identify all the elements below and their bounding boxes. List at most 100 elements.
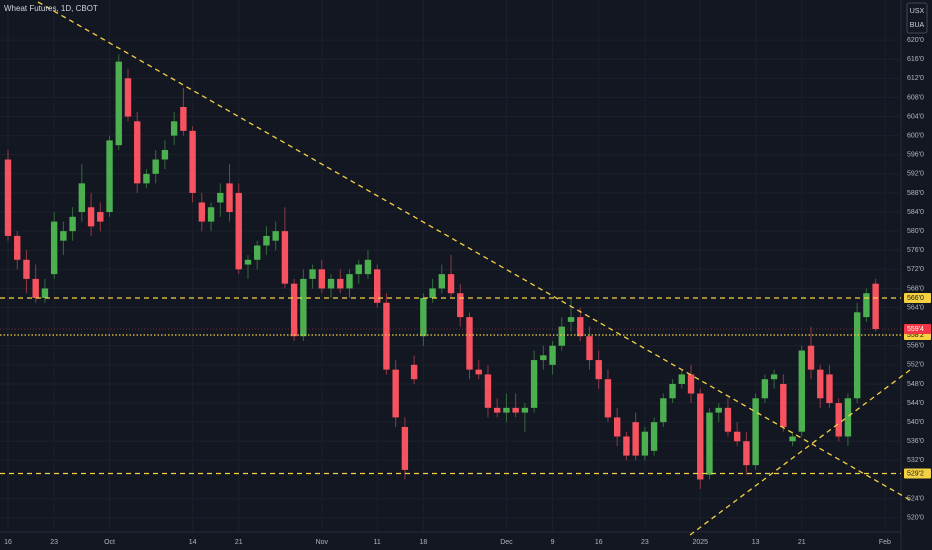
candle-body [558, 326, 565, 346]
candle-body [392, 369, 399, 418]
candle-body [567, 317, 575, 322]
candle-body [337, 278, 344, 289]
last-price-label: 559'4 [907, 326, 924, 333]
candle-body [14, 235, 21, 260]
candles [4, 54, 879, 490]
candle-body [235, 192, 242, 270]
candle-body [189, 130, 196, 193]
y-tick-label: 552'0 [907, 362, 924, 369]
candle-body [346, 274, 353, 289]
candle-body [613, 417, 621, 437]
y-tick-label: 608'0 [907, 94, 924, 101]
y-tick-label: 568'0 [907, 285, 924, 292]
candle-body [512, 407, 519, 413]
x-tick-label: Feb [879, 539, 891, 546]
candle-body [143, 173, 150, 184]
level-label: 566'0 [907, 295, 924, 302]
candle-body [50, 221, 58, 275]
candle-body [595, 360, 602, 380]
x-tick-label: 16 [4, 539, 12, 546]
candle-body [300, 278, 307, 337]
candle-body [374, 269, 381, 303]
x-tick-label: 14 [189, 539, 197, 546]
candle-body [87, 207, 95, 227]
candle-body [115, 61, 122, 146]
candle-body [475, 369, 482, 375]
y-tick-label: 576'0 [907, 247, 924, 254]
x-tick-label: 23 [641, 539, 649, 546]
candle-body [420, 297, 427, 337]
level-label: 558'2 [907, 332, 924, 339]
candle-body [457, 293, 464, 318]
candle-body [309, 269, 316, 279]
candle-body [872, 283, 879, 330]
candle-body [752, 398, 759, 466]
candle-body [217, 192, 224, 203]
candle-body [41, 288, 49, 298]
x-tick-label: 11 [374, 539, 381, 546]
candle-body [863, 293, 870, 318]
candle-body [724, 407, 732, 432]
x-tick-label: 13 [752, 539, 760, 546]
candle-body [78, 183, 86, 213]
candle-body [844, 398, 852, 437]
level-label: 529'2 [907, 470, 924, 477]
y-tick-label: 592'0 [907, 171, 924, 178]
candle-body [549, 345, 556, 365]
y-tick-label: 548'0 [907, 381, 924, 388]
candle-body [226, 183, 233, 213]
candle-body [706, 412, 713, 475]
candle-body [503, 407, 510, 413]
candle-body [281, 231, 289, 284]
candle-body [355, 264, 362, 275]
y-tick-label: 584'0 [907, 209, 924, 216]
y-tick-label: 536'0 [907, 438, 924, 445]
trend-line [689, 369, 911, 536]
x-tick-label: 18 [419, 539, 427, 546]
candle-body [660, 398, 667, 423]
x-tick-label: 2025 [692, 539, 708, 546]
candle-body [32, 278, 39, 298]
y-tick-label: 564'0 [907, 304, 924, 311]
candle-body [669, 383, 676, 399]
x-tick-label: Dec [500, 539, 513, 546]
candle-body [780, 383, 787, 427]
candle-body [853, 312, 861, 399]
candle-body [466, 317, 473, 370]
candle-body [807, 345, 815, 370]
y-tick-label: 532'0 [907, 457, 924, 464]
candle-body [410, 364, 418, 380]
y-tick-label: 596'0 [907, 152, 924, 159]
x-tick-label: Oct [104, 539, 115, 546]
candle-body [318, 269, 326, 289]
y-tick-label: 540'0 [907, 419, 924, 426]
candle-body [650, 422, 658, 451]
y-tick-label: 612'0 [907, 75, 924, 82]
candle-body [798, 350, 805, 432]
candle-body [623, 436, 630, 456]
candle-body [521, 407, 529, 413]
candle-body [770, 374, 778, 380]
candle-body [540, 355, 547, 361]
candle-body [678, 374, 685, 384]
candle-body [715, 407, 722, 413]
candle-body [244, 259, 252, 265]
candle-body [106, 140, 113, 213]
y-tick-label: 616'0 [907, 56, 924, 63]
candle-body [364, 259, 372, 275]
candle-body [198, 202, 206, 222]
y-tick-label: 588'0 [907, 190, 924, 197]
candle-body [687, 374, 695, 394]
y-tick-label: 520'0 [907, 515, 924, 522]
candle-body [438, 274, 446, 289]
candle-body [641, 431, 649, 456]
candle-body [586, 336, 593, 361]
x-tick-label: 21 [798, 539, 806, 546]
level-box [904, 468, 931, 479]
candle-body [697, 393, 704, 480]
candle-body [604, 379, 612, 418]
candle-body [4, 159, 12, 236]
